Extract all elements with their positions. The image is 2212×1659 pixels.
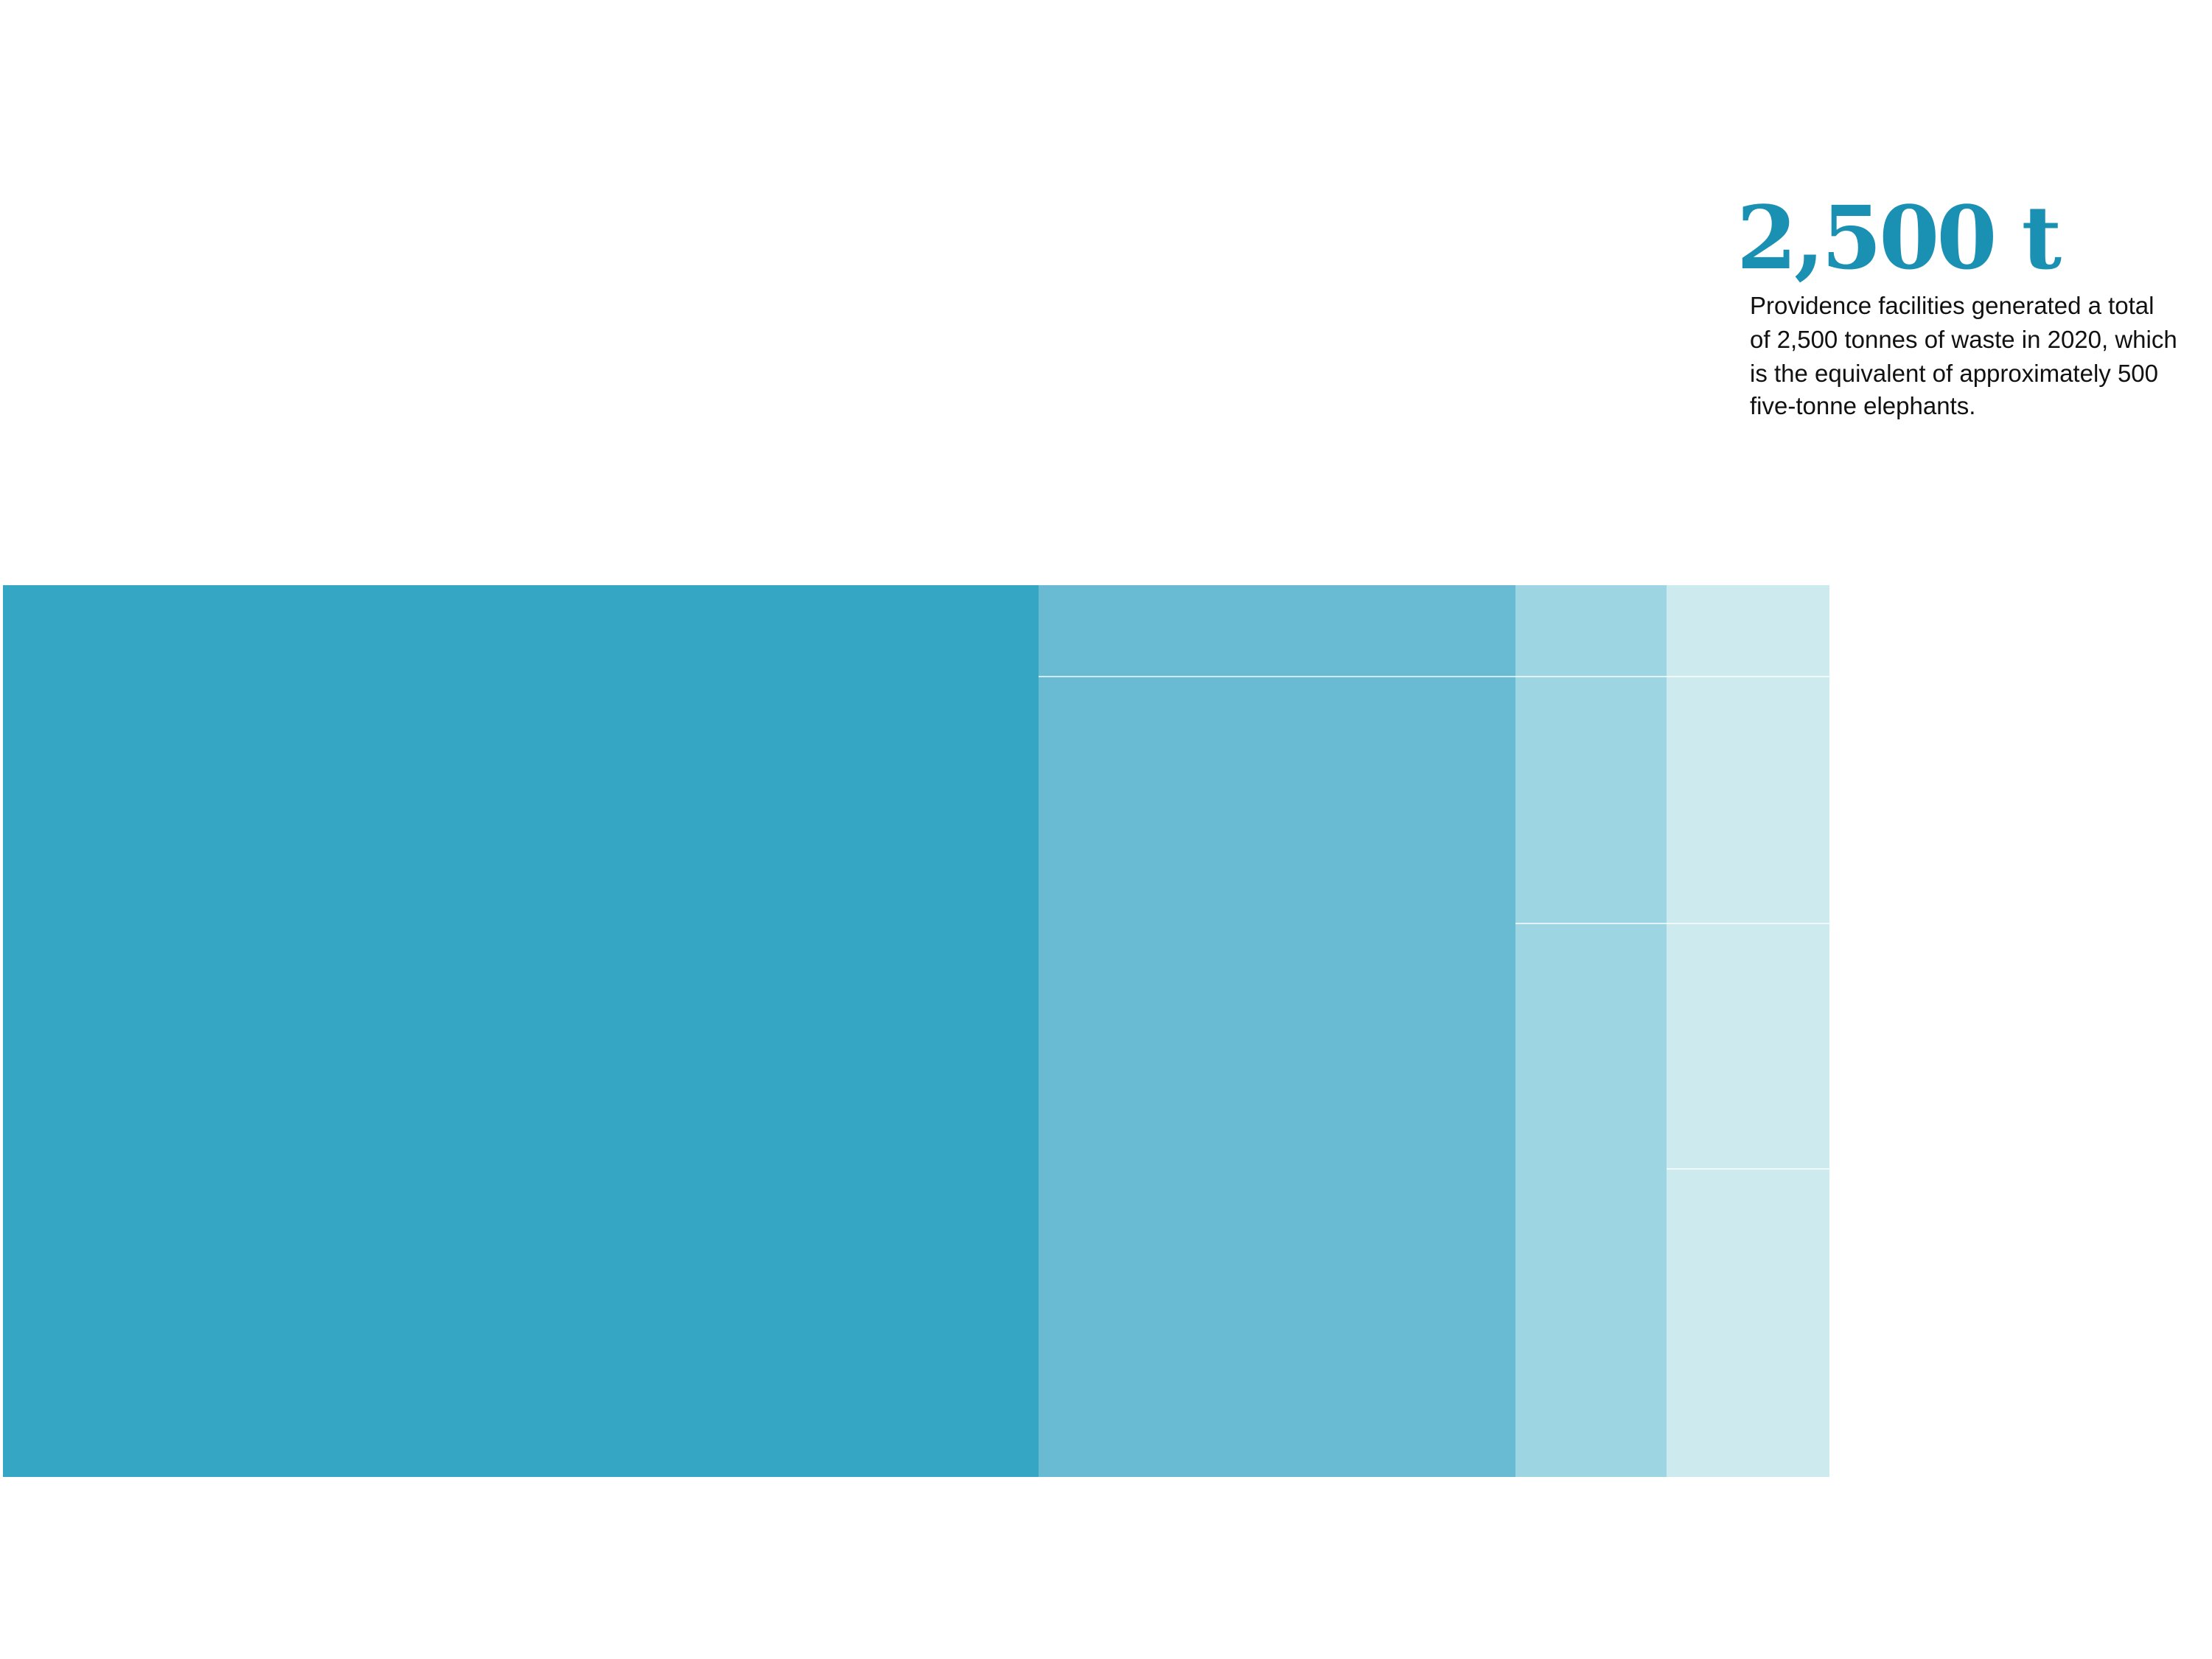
- description-line: of 2,500 tonnes of waste in 2020, which: [1750, 326, 2177, 353]
- block: [1667, 585, 1829, 1477]
- headline-value: 2,500 t: [1737, 186, 2062, 289]
- block: [3, 585, 1039, 1477]
- description-line: five-tonne elephants.: [1750, 392, 1975, 419]
- description-line: Providence facilities generated a total: [1750, 292, 2155, 319]
- block: [1515, 585, 1667, 1477]
- description-line: is the equivalent of approximately 500: [1750, 360, 2158, 387]
- block: [1039, 585, 1515, 1477]
- treemap: [3, 585, 1829, 1477]
